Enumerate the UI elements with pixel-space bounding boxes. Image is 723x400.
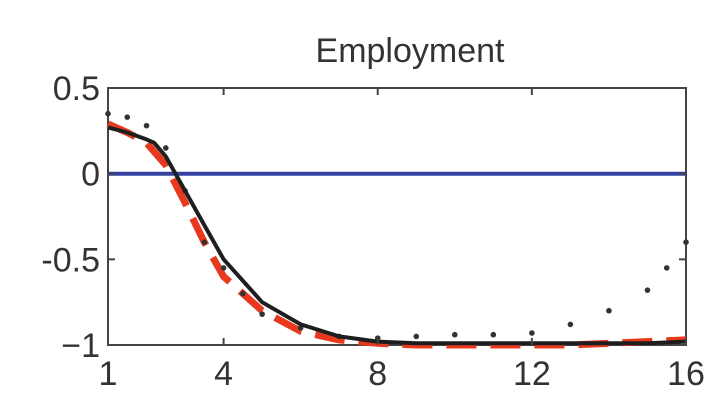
data-point bbox=[201, 239, 208, 245]
x-tick-label: 8 bbox=[368, 355, 387, 393]
data-point bbox=[606, 307, 612, 314]
data-point bbox=[240, 290, 246, 297]
data-point bbox=[220, 265, 227, 271]
data-point bbox=[490, 331, 497, 338]
x-tick-label: 1 bbox=[99, 355, 118, 393]
data-point bbox=[413, 333, 420, 340]
series-dotted bbox=[105, 110, 689, 341]
y-tick-label: 0 bbox=[81, 156, 100, 194]
data-point bbox=[259, 311, 265, 317]
y-tick-label: 0.5 bbox=[53, 70, 100, 108]
data-point bbox=[683, 239, 689, 245]
data-point bbox=[567, 321, 574, 328]
series-line-dashed bbox=[106, 120, 687, 349]
ticks-layer: 1 4 8 12 16 0.5 0 -0.5 −1 bbox=[41, 70, 705, 393]
data-point bbox=[644, 287, 651, 293]
data-point bbox=[143, 122, 150, 129]
data-point bbox=[163, 145, 169, 151]
data-point bbox=[124, 114, 131, 120]
y-tick-label: −1 bbox=[61, 327, 100, 365]
y-tick-label: -0.5 bbox=[41, 241, 100, 279]
series-line-solid bbox=[107, 125, 687, 346]
x-tick-label: 12 bbox=[513, 355, 551, 393]
data-point bbox=[663, 265, 670, 271]
plot-frame bbox=[107, 87, 687, 346]
series-layer bbox=[105, 110, 689, 349]
x-tick-label: 16 bbox=[667, 355, 705, 393]
data-point bbox=[529, 330, 535, 336]
x-tick-label: 4 bbox=[214, 355, 233, 393]
chart-title: Employment bbox=[316, 32, 506, 70]
data-point bbox=[105, 110, 111, 117]
data-point bbox=[452, 331, 458, 338]
